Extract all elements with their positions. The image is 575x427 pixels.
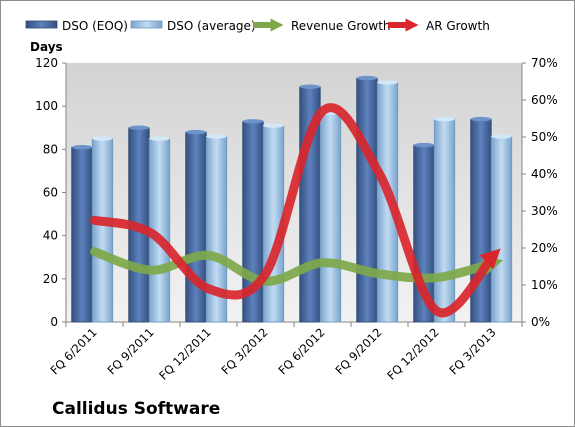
right-tick-label: 60% — [531, 93, 558, 107]
bar-cap — [71, 144, 93, 150]
bar-cap — [377, 80, 398, 85]
line-revenue-growth — [90, 247, 504, 286]
x-tick-label: FQ 3/2013 — [446, 325, 498, 377]
left-tick-label: 20 — [43, 272, 58, 286]
company-label: Callidus Software — [52, 399, 221, 419]
bar-cap — [263, 123, 284, 128]
x-tick-label: FQ 12/2012 — [384, 325, 441, 382]
right-tick-label: 40% — [531, 167, 558, 181]
bar-cap — [299, 84, 321, 89]
bar-cap — [434, 116, 455, 122]
x-tick-label: FQ 12/2011 — [156, 325, 213, 382]
legend-dso-average--label: DSO (average) — [167, 19, 256, 33]
legend-dso-eoq--swatch — [25, 20, 58, 29]
bar-cap — [470, 116, 492, 122]
left-tick-label: 80 — [43, 142, 58, 156]
legend-dso-eoq--label: DSO (EOQ) — [62, 19, 128, 33]
left-tick-label: 40 — [43, 229, 58, 243]
bar-dso-eoq- — [185, 131, 207, 323]
x-tick-label: FQ 9/2011 — [104, 325, 156, 377]
bar-cap — [491, 134, 512, 139]
x-tick-label: FQ 6/2012 — [275, 325, 327, 377]
x-tick-label: FQ 3/2012 — [218, 325, 270, 377]
right-tick-label: 0% — [531, 315, 550, 329]
right-tick-label: 70% — [531, 56, 558, 70]
legend-revenue-growth-label: Revenue Growth — [291, 19, 391, 33]
y-axis-label: Days — [30, 40, 63, 54]
right-tick-label: 20% — [531, 241, 558, 255]
bar-dso-average- — [490, 135, 513, 323]
left-tick-label: 60 — [43, 186, 58, 200]
left-tick-label: 100 — [35, 99, 58, 113]
right-tick-label: 50% — [531, 130, 558, 144]
bar-cap — [92, 136, 113, 141]
legend-ar-growth-label: AR Growth — [426, 19, 490, 33]
bar-cap — [185, 129, 207, 135]
bar-dso-eoq- — [71, 146, 93, 323]
right-tick-label: 10% — [531, 278, 558, 292]
right-tick-label: 30% — [531, 204, 558, 218]
left-tick-label: 120 — [35, 56, 58, 70]
bar-cap — [206, 134, 227, 139]
left-tick-label: 0 — [50, 315, 58, 329]
bar-dso-average- — [91, 138, 114, 323]
legend-dso-average--swatch — [130, 20, 163, 29]
bar-cap — [149, 136, 170, 141]
line-ar-growth — [90, 103, 501, 318]
bar-cap — [356, 75, 378, 81]
bar-dso-average- — [319, 112, 342, 323]
bar-dso-average- — [433, 118, 456, 323]
x-tick-label: FQ 6/2011 — [47, 325, 99, 377]
bar-dso-eoq- — [356, 77, 378, 323]
bar-cap — [242, 119, 264, 124]
x-tick-label: FQ 9/2012 — [332, 325, 384, 377]
bar-cap — [128, 125, 150, 130]
bar-cap — [413, 142, 435, 148]
